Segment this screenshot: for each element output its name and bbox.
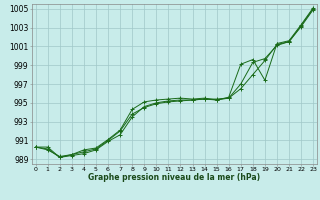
- X-axis label: Graphe pression niveau de la mer (hPa): Graphe pression niveau de la mer (hPa): [88, 173, 260, 182]
